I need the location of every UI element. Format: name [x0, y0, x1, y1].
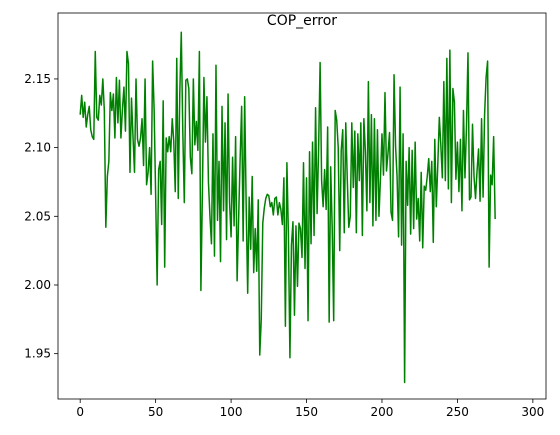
cop-error-series-line: [79, 31, 496, 384]
x-tick-label: 300: [521, 405, 544, 419]
x-tick-label: 200: [371, 405, 394, 419]
plot-area: [58, 13, 546, 399]
y-tick-label: 2.15: [24, 72, 51, 86]
x-tick-label: 50: [148, 405, 163, 419]
x-tick-label: 150: [295, 405, 318, 419]
y-tick-label: 2.00: [24, 278, 51, 292]
x-axis: 0 50 100 150 200 250 300: [76, 399, 544, 419]
x-tick-label: 0: [76, 405, 84, 419]
y-tick-label: 2.05: [24, 209, 51, 223]
y-tick-label: 2.10: [24, 141, 51, 155]
plot-background: [58, 13, 546, 399]
y-axis: 1.95 2.00 2.05 2.10 2.15: [24, 72, 58, 361]
y-tick-label: 1.95: [24, 347, 51, 361]
x-tick-label: 250: [446, 405, 469, 419]
x-tick-label: 100: [220, 405, 243, 419]
plot-frame: [57, 12, 547, 400]
chart-title: COP_error: [267, 13, 337, 29]
